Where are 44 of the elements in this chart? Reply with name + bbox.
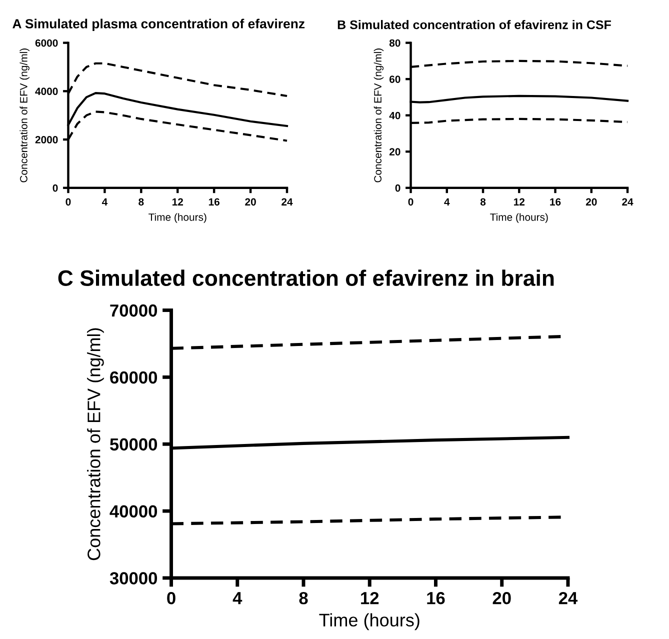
x-tick-label: 12 (514, 198, 525, 206)
x-tick-label: 0 (167, 592, 176, 604)
x-tick-label: 24 (558, 592, 578, 604)
x-tick-label: 4 (232, 592, 242, 604)
x-tick-label: 0 (408, 198, 414, 206)
x-tick-label: 16 (208, 198, 220, 206)
x-tick-label: 12 (361, 592, 379, 604)
y-tick-label: 30000 (110, 572, 158, 584)
x-tick-label: 24 (622, 198, 634, 206)
x-tick-label: 8 (480, 198, 486, 206)
y-tick-label: 0 (395, 184, 400, 192)
y-tick-label: 0 (52, 184, 58, 192)
x-tick-label: 16 (427, 592, 445, 604)
x-tick-label: 24 (282, 198, 293, 206)
y-tick-label: 60000 (110, 371, 158, 384)
y-tick-label: 6000 (35, 39, 58, 47)
y-tick-label: 40000 (110, 505, 158, 518)
y-tick-label: 60 (389, 76, 400, 83)
chart-title: A Simulated plasma concentration of efavirenz (12, 18, 305, 32)
x-tick-label: 16 (550, 198, 561, 206)
x-axis-title: Time (hours) (319, 613, 420, 630)
x-tick-label: 8 (138, 198, 144, 206)
y-tick-label: 80 (389, 39, 400, 47)
y-tick-label: 20 (389, 148, 400, 156)
x-tick-label: 20 (492, 592, 511, 604)
y-axis-title: Concentration of EFV (ng/ml) (374, 48, 384, 182)
y-tick-label: 2000 (35, 136, 58, 144)
x-tick-label: 0 (66, 198, 71, 206)
x-axis-title: Time (hours) (148, 213, 206, 223)
x-tick-label: 20 (586, 198, 597, 206)
y-tick-label: 40 (389, 112, 400, 120)
chart-title: C Simulated concentration of efavirenz in brain (58, 270, 554, 286)
y-tick-label: 50000 (110, 438, 158, 451)
x-tick-label: 8 (299, 592, 308, 604)
x-tick-label: 20 (245, 198, 256, 206)
y-axis-title: Concentration of EFV (ng/ml) (87, 328, 104, 560)
x-axis-title: Time (hours) (490, 213, 548, 223)
y-tick-label: 4000 (35, 88, 58, 96)
y-tick-label: 70000 (110, 304, 158, 317)
x-tick-label: 4 (102, 198, 108, 206)
x-tick-label: 4 (444, 198, 450, 206)
x-tick-label: 12 (172, 198, 183, 206)
chart-title: B Simulated concentration of efavirenz in CSF (338, 20, 611, 30)
y-axis-title: Concentration of EFV (ng/ml) (20, 48, 30, 182)
